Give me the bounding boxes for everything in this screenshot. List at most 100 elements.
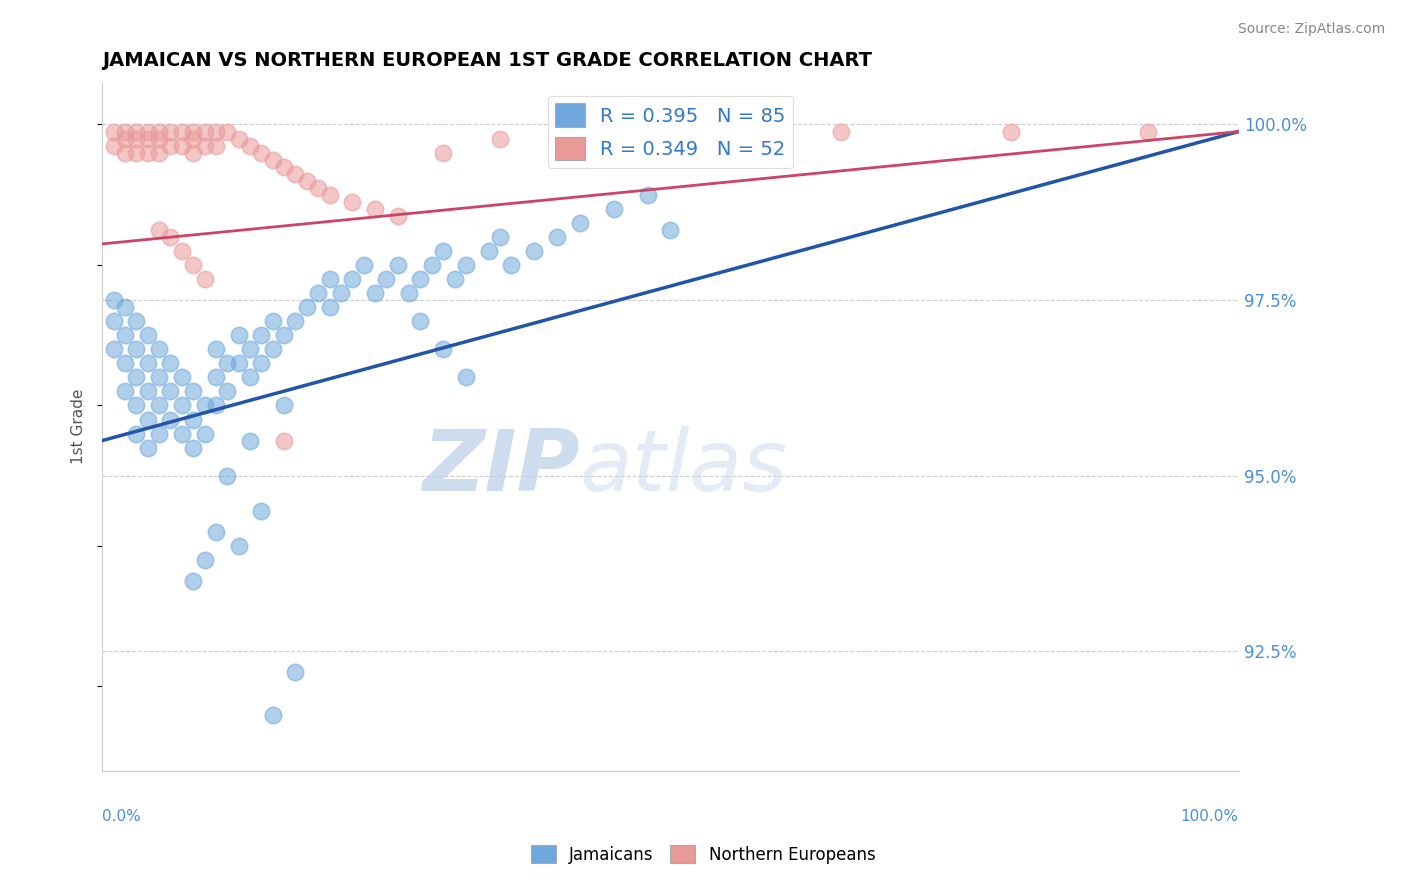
Point (387, 258, 409, 272)
Point (546, 230, 568, 244)
Point (205, 524, 228, 539)
Point (103, 343, 125, 357)
Point (1000, 124, 1022, 138)
Point (125, 131, 148, 145)
Point (239, 370, 262, 384)
Point (546, 124, 568, 138)
Point (125, 314, 148, 328)
Point (217, 124, 239, 138)
Point (136, 356, 159, 370)
Point (364, 286, 387, 301)
Point (170, 124, 193, 138)
Point (353, 258, 375, 272)
Point (443, 272, 465, 286)
Point (159, 384, 181, 399)
Point (159, 138, 181, 153)
Point (307, 180, 329, 194)
Point (114, 356, 136, 370)
Point (193, 124, 215, 138)
Point (318, 300, 340, 314)
Point (228, 131, 250, 145)
Point (148, 426, 170, 441)
Point (262, 343, 284, 357)
Point (409, 272, 432, 286)
Point (489, 131, 512, 145)
Point (273, 434, 295, 448)
Point (125, 426, 148, 441)
Point (284, 167, 307, 181)
Point (250, 356, 273, 370)
Point (136, 131, 159, 145)
Point (217, 384, 239, 399)
Point (295, 174, 318, 188)
Point (342, 272, 364, 286)
Point (181, 412, 204, 426)
Point (136, 384, 159, 399)
Text: Source: ZipAtlas.com: Source: ZipAtlas.com (1237, 22, 1385, 37)
Point (318, 187, 340, 202)
Point (136, 124, 159, 138)
Point (318, 272, 340, 286)
Point (602, 124, 624, 138)
Point (148, 131, 170, 145)
Point (205, 124, 228, 138)
Point (1136, 124, 1159, 138)
Point (103, 138, 125, 153)
Point (295, 300, 318, 314)
Point (114, 384, 136, 399)
Point (148, 399, 170, 413)
Point (103, 124, 125, 138)
Point (364, 202, 387, 216)
Point (420, 258, 443, 272)
Point (239, 138, 262, 153)
Point (284, 665, 307, 680)
Point (125, 370, 148, 384)
Point (716, 124, 738, 138)
Legend: R = 0.395   N = 85, R = 0.349   N = 52: R = 0.395 N = 85, R = 0.349 N = 52 (548, 95, 793, 169)
Point (239, 434, 262, 448)
Point (228, 539, 250, 553)
Point (432, 145, 454, 160)
Point (489, 230, 512, 244)
Point (329, 286, 352, 301)
Point (217, 356, 239, 370)
Point (125, 124, 148, 138)
Point (170, 399, 193, 413)
Point (250, 328, 273, 343)
Point (273, 328, 295, 343)
Point (136, 145, 159, 160)
Point (432, 343, 454, 357)
Point (501, 258, 523, 272)
Point (159, 412, 181, 426)
Point (375, 272, 398, 286)
Point (250, 145, 273, 160)
Point (193, 553, 215, 567)
Point (273, 399, 295, 413)
Point (307, 286, 329, 301)
Point (148, 124, 170, 138)
Point (170, 138, 193, 153)
Point (602, 202, 624, 216)
Point (193, 138, 215, 153)
Point (228, 328, 250, 343)
Point (159, 356, 181, 370)
Point (228, 356, 250, 370)
Point (125, 399, 148, 413)
Text: JAMAICAN VS NORTHERN EUROPEAN 1ST GRADE CORRELATION CHART: JAMAICAN VS NORTHERN EUROPEAN 1ST GRADE … (103, 51, 872, 70)
Y-axis label: 1st Grade: 1st Grade (72, 389, 86, 464)
Point (454, 370, 477, 384)
Point (103, 314, 125, 328)
Point (568, 216, 591, 230)
Point (398, 286, 420, 301)
Point (193, 426, 215, 441)
Point (136, 412, 159, 426)
Point (262, 153, 284, 167)
Point (148, 370, 170, 384)
Point (181, 145, 204, 160)
Point (659, 223, 682, 237)
Point (136, 328, 159, 343)
Point (159, 124, 181, 138)
Point (239, 343, 262, 357)
Point (193, 399, 215, 413)
Point (273, 160, 295, 174)
